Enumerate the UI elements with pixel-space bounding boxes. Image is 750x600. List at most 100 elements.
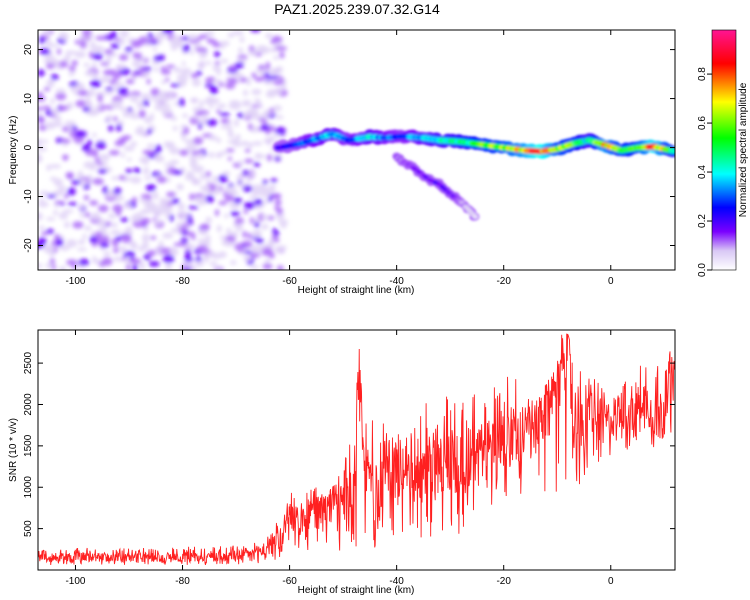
noise-blob: [260, 223, 269, 230]
noise-blob: [131, 72, 138, 78]
noise-blob: [102, 257, 113, 266]
noise-blob: [250, 114, 261, 120]
noise-blob: [162, 30, 174, 34]
noise-blob: [78, 239, 86, 245]
noise-blob: [95, 141, 107, 150]
noise-blob: [119, 136, 128, 142]
noise-blob: [146, 249, 156, 257]
noise-blob: [89, 88, 95, 97]
noise-blob: [268, 75, 280, 80]
noise-blob: [110, 30, 117, 39]
noise-blob: [148, 261, 160, 267]
noise-blob: [166, 92, 176, 99]
noise-blob: [170, 83, 181, 88]
snr-line-plot: [38, 333, 675, 565]
noise-blob: [130, 176, 142, 184]
noise-blob: [197, 152, 205, 159]
noise-blob: [125, 168, 133, 174]
noise-blob: [130, 114, 140, 120]
x-tick-label: -100: [65, 576, 85, 587]
noise-blob: [84, 225, 92, 231]
x-tick-label: -80: [175, 576, 190, 587]
noise-blob: [198, 122, 203, 130]
noise-blob: [177, 202, 185, 211]
noise-blob: [166, 141, 175, 148]
noise-blob: [47, 56, 58, 64]
noise-blob: [205, 77, 215, 84]
noise-blob: [228, 100, 241, 105]
noise-blob: [55, 238, 64, 247]
noise-blob: [191, 178, 202, 186]
noise-blob: [198, 34, 208, 39]
noise-blob: [98, 204, 109, 213]
noise-blob: [49, 164, 62, 169]
noise-blob: [140, 217, 151, 225]
noise-blob: [65, 50, 77, 55]
noise-blob: [139, 198, 150, 203]
noise-blob: [272, 80, 284, 86]
noise-blob: [220, 125, 231, 130]
noise-blob: [165, 263, 173, 270]
noise-blob: [234, 72, 244, 80]
noise-blob: [62, 209, 74, 214]
noise-blob: [98, 154, 111, 159]
noise-blob: [248, 107, 256, 115]
noise-blob: [63, 139, 71, 144]
noise-blob: [260, 124, 270, 131]
noise-blob: [259, 46, 270, 54]
noise-blob: [160, 68, 171, 75]
noise-blob: [129, 258, 142, 265]
noise-blob: [59, 265, 67, 270]
snr-panel: -100 -80 -60 -40 -20 0 500 1000 1500 2000 2500 He…: [8, 329, 676, 596]
noise-blob: [43, 86, 51, 92]
noise-blob: [74, 39, 80, 45]
noise-blob: [109, 222, 119, 228]
noise-blob: [246, 77, 252, 86]
noise-blob: [239, 77, 248, 83]
noise-blob: [65, 171, 74, 179]
noise-blob: [101, 233, 110, 238]
noise-blob: [237, 222, 243, 230]
noise-blob: [110, 229, 122, 236]
noise-blob: [199, 173, 207, 180]
noise-blob: [233, 197, 242, 204]
noise-blob: [208, 151, 215, 159]
noise-blob: [255, 154, 267, 159]
noise-blob: [180, 213, 189, 220]
noise-blob: [225, 81, 236, 90]
noise-blob: [247, 232, 253, 239]
noise-blob: [58, 212, 69, 220]
y-tick-label: 1000: [23, 476, 34, 499]
noise-blob: [169, 248, 179, 256]
noise-blob: [110, 43, 120, 49]
noise-blob: [89, 200, 99, 206]
noise-blob: [42, 105, 51, 111]
noise-blob: [104, 49, 114, 55]
noise-blob: [195, 261, 205, 267]
noise-blob: [248, 195, 258, 200]
noise-blob: [38, 263, 43, 269]
noise-blob: [274, 245, 284, 254]
noise-blob: [190, 265, 197, 270]
noise-blob: [253, 230, 261, 238]
noise-blob: [46, 62, 55, 70]
noise-blob: [183, 126, 190, 135]
noise-blob: [77, 89, 89, 97]
noise-blob: [264, 258, 271, 264]
noise-blob: [211, 79, 223, 84]
x-tick-label: -40: [389, 276, 404, 287]
noise-blob: [262, 119, 268, 126]
noise-blob: [200, 185, 211, 192]
y-tick-label: 1500: [23, 434, 34, 457]
colorbar-tick-label: 0.8: [697, 67, 708, 81]
noise-blob: [50, 97, 55, 105]
noise-blob: [56, 48, 62, 55]
noise-blob: [146, 78, 151, 85]
noise-blob: [157, 90, 169, 100]
noise-blob: [89, 235, 98, 244]
y-tick-label: -20: [23, 238, 34, 253]
noise-blob: [147, 32, 154, 39]
noise-blob: [272, 105, 282, 112]
noise-blob: [169, 147, 180, 155]
noise-blob: [232, 30, 245, 36]
